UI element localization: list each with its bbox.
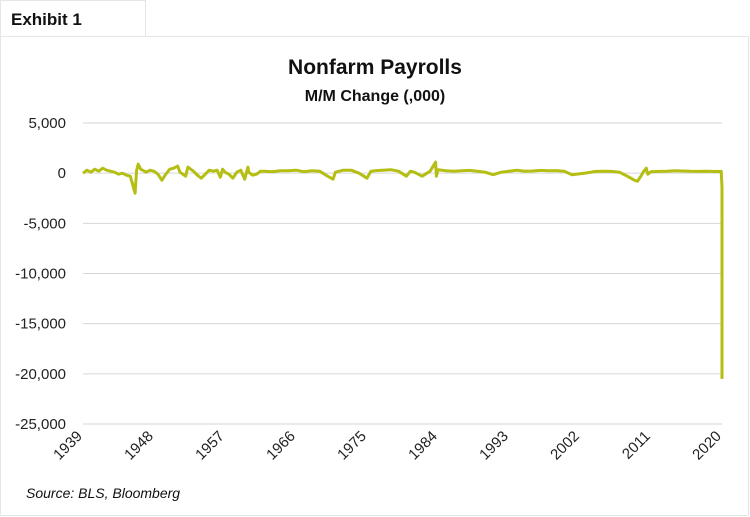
y-tick-label: -10,000 [15,266,66,283]
exhibit-label: Exhibit 1 [0,0,146,36]
x-tick-label: 1939 [50,428,86,464]
x-tick-label: 2002 [547,428,583,464]
x-tick-label: 1993 [476,428,512,464]
y-tick-label: -25,000 [15,416,66,433]
x-tick-label: 2020 [689,428,725,464]
y-tick-label: 0 [58,165,66,182]
y-tick-label: 5,000 [28,115,66,132]
chart-panel [0,36,749,516]
x-tick-label: 1975 [334,428,370,464]
x-tick-label: 1984 [405,428,441,464]
y-tick-label: -15,000 [15,316,66,333]
chart-title: Nonfarm Payrolls [288,56,462,79]
series-line [82,160,724,379]
x-tick-label: 1948 [121,428,157,464]
y-tick-label: -20,000 [15,366,66,383]
chart-subtitle: M/M Change (,000) [304,88,446,105]
x-tick-label: 1966 [263,428,299,464]
x-tick-label: 2011 [619,428,654,463]
source-note: Source: BLS, Bloomberg [26,485,181,501]
x-tick-label: 1957 [192,428,228,464]
y-tick-label: -5,000 [23,215,66,232]
